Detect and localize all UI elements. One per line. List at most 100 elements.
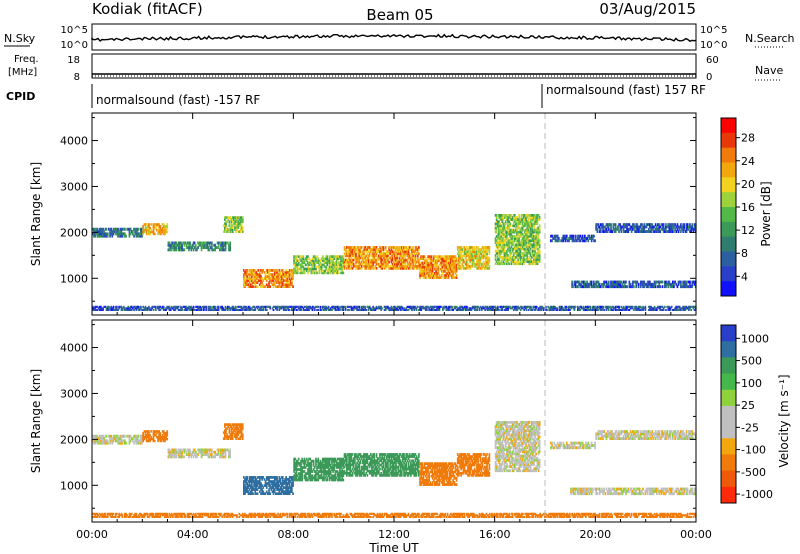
heatmap-cell: [157, 437, 159, 441]
heatmap-cell: [460, 254, 462, 258]
heatmap-cell: [247, 305, 250, 308]
heatmap-cell: [188, 243, 190, 247]
heatmap-cell: [167, 248, 170, 252]
heatmap-cell: [426, 308, 428, 311]
heatmap-cell: [524, 214, 526, 217]
heatmap-cell: [125, 441, 127, 445]
heatmap-cell: [473, 264, 476, 268]
heatmap-cell: [193, 241, 196, 245]
heatmap-cell: [279, 271, 282, 274]
heatmap-cell: [447, 308, 450, 311]
heatmap-cell: [453, 307, 456, 310]
heatmap-cell: [628, 280, 631, 284]
heatmap-cell: [595, 307, 597, 310]
heatmap-cell: [525, 235, 527, 238]
heatmap-cell: [259, 273, 261, 276]
heatmap-cell: [283, 285, 285, 288]
heatmap-cell: [175, 305, 178, 308]
heatmap-cell: [101, 441, 103, 445]
heatmap-cell: [291, 305, 293, 308]
heatmap-cell: [439, 261, 442, 265]
heatmap-cell: [174, 307, 177, 310]
heatmap-cell: [308, 308, 310, 311]
heatmap-cell: [164, 308, 166, 311]
heatmap-cell: [305, 305, 308, 308]
heatmap-cell: [100, 305, 102, 308]
colorbar-swatch: [721, 192, 736, 208]
heatmap-cell: [528, 216, 531, 219]
heatmap-cell: [144, 305, 147, 308]
heatmap-cell: [394, 252, 396, 256]
heatmap-cell: [356, 258, 358, 262]
heatmap-cell: [506, 218, 508, 221]
heatmap-cell: [471, 307, 474, 310]
heatmap-cell: [294, 305, 297, 308]
heatmap-cell: [439, 305, 442, 308]
heatmap-cell: [93, 234, 95, 238]
heatmap-cell: [332, 259, 334, 262]
heatmap-cell: [635, 307, 638, 310]
heatmap-cell: [397, 267, 400, 270]
heatmap-cell: [405, 252, 408, 256]
heatmap-cell: [93, 437, 95, 440]
heatmap-cell: [321, 257, 324, 260]
heatmap-cell: [498, 214, 500, 217]
heatmap-cell: [220, 450, 222, 454]
heatmap-cell: [337, 267, 340, 271]
heatmap-cell: [181, 243, 183, 247]
heatmap-cell: [607, 282, 610, 286]
heatmap-cell: [522, 307, 524, 310]
heatmap-cell: [363, 260, 365, 264]
heatmap-cell: [235, 433, 237, 436]
heatmap-cell: [526, 254, 529, 257]
heatmap-cell: [354, 252, 356, 256]
cpid-segment-2: normalsound (fast) 157 RF: [546, 83, 706, 97]
heatmap-cell: [111, 437, 114, 440]
heatmap-cell: [510, 214, 513, 217]
heatmap-cell: [261, 277, 263, 280]
heatmap-cell: [326, 271, 329, 275]
heatmap-cell: [355, 264, 357, 268]
heatmap-cell: [429, 255, 432, 258]
heatmap-cell: [235, 431, 237, 434]
heatmap-cell: [516, 254, 518, 257]
heatmap-cell: [578, 307, 580, 310]
heatmap-cell: [466, 308, 468, 311]
heatmap-cell: [413, 305, 416, 308]
heatmap-cell: [619, 282, 622, 286]
heatmap-cell: [316, 305, 318, 308]
heatmap-cell: [148, 225, 150, 228]
heatmap-cell: [229, 453, 231, 456]
heatmap-cell: [195, 455, 197, 459]
heatmap-cell: [304, 305, 307, 308]
heatmap-cell: [101, 230, 103, 233]
heatmap-cell: [146, 225, 149, 228]
heatmap-cell: [293, 261, 295, 264]
heatmap-cell: [213, 248, 215, 252]
heatmap-cell: [272, 283, 275, 286]
heatmap-cell: [419, 308, 421, 311]
heatmap-cell: [294, 263, 297, 267]
heatmap-cell: [254, 307, 257, 310]
heatmap-cell: [238, 423, 241, 426]
heatmap-cell: [586, 305, 588, 308]
heatmap-cell: [372, 264, 374, 268]
heatmap-cell: [324, 259, 326, 262]
heatmap-cell: [641, 307, 643, 310]
heatmap-cell: [683, 308, 686, 311]
heatmap-cell: [234, 222, 236, 225]
heatmap-cell: [256, 277, 259, 280]
heatmap-cell: [146, 434, 149, 437]
heatmap-cell: [180, 308, 182, 311]
heatmap-cell: [644, 307, 647, 310]
heatmap-cell: [315, 267, 317, 271]
freq-label: Freq.: [14, 54, 39, 65]
heatmap-cell: [504, 235, 507, 238]
noise-tick-bottom-left: 10^0: [61, 40, 88, 51]
heatmap-cell: [264, 308, 267, 311]
heatmap-cell: [471, 252, 474, 256]
heatmap-cell: [668, 308, 671, 311]
heatmap-cell: [96, 441, 99, 445]
heatmap-cell: [559, 307, 562, 310]
heatmap-cell: [524, 307, 527, 310]
